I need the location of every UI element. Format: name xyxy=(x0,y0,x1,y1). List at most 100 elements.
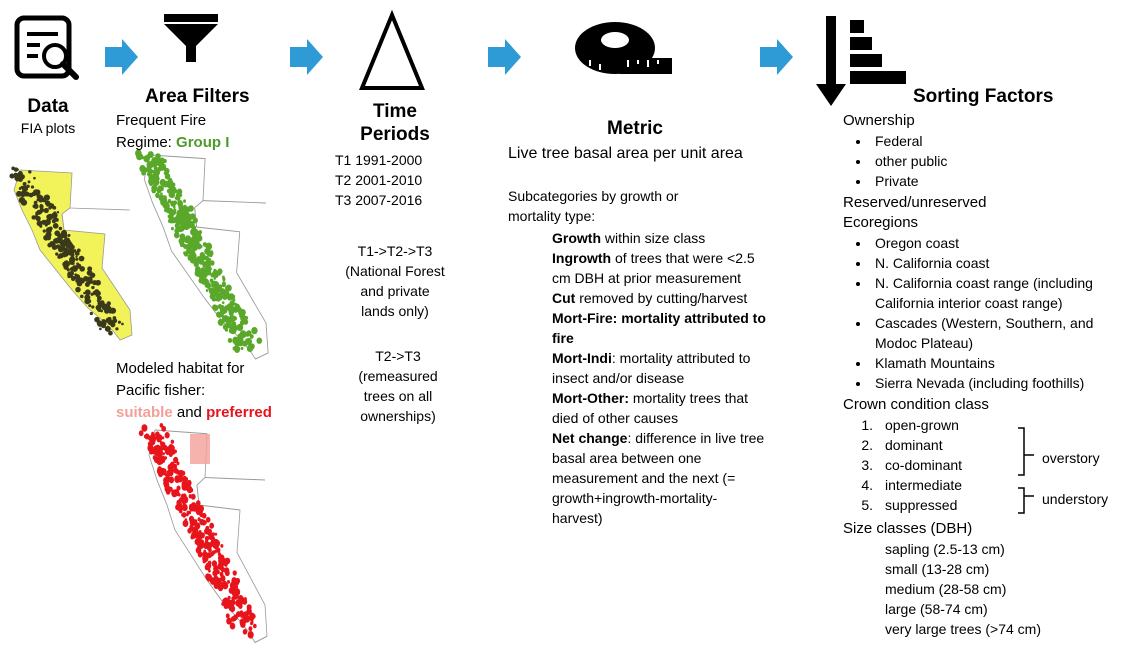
map-spot xyxy=(214,284,220,290)
map-spot xyxy=(241,597,246,602)
map-spot xyxy=(187,256,192,261)
map-spot xyxy=(227,337,233,344)
map-spot xyxy=(222,580,227,587)
map-spot xyxy=(53,238,58,243)
map-spot xyxy=(44,223,48,227)
metric-item: Mort-Fire: mortality attributed to fire xyxy=(552,308,767,348)
map-spot xyxy=(43,207,49,214)
map-spot xyxy=(33,176,36,180)
filters-line: Regime: Group I xyxy=(116,133,229,153)
crown-label: intermediate xyxy=(885,477,963,493)
map-spot xyxy=(22,182,27,187)
map-spot xyxy=(110,322,116,328)
map-spot xyxy=(206,259,211,265)
seq-line: T1->T2->T3 xyxy=(357,243,433,259)
map-spot xyxy=(187,527,192,534)
map-spot xyxy=(92,290,98,296)
map-spot xyxy=(176,188,183,195)
sorting-title: Sorting Factors xyxy=(913,86,1054,107)
map-spot xyxy=(241,613,244,617)
map-spot xyxy=(248,626,253,632)
metric-item: Ingrowth of trees that were <2.5 cm DBH … xyxy=(552,248,767,288)
map-spot xyxy=(56,211,60,214)
metric-term: Ingrowth xyxy=(552,250,612,266)
map-spot xyxy=(170,439,175,444)
map-spot xyxy=(84,289,91,296)
map-spot xyxy=(14,172,17,176)
seq-line: lands only) xyxy=(361,303,429,319)
map-spot xyxy=(54,230,61,237)
crown-row: 4. intermediate xyxy=(843,475,1128,495)
map-spot xyxy=(164,173,171,180)
crown-number: 4. xyxy=(861,477,873,493)
crown-row: 3. co-dominant xyxy=(843,455,1128,475)
map-spot xyxy=(242,628,248,635)
map-spot xyxy=(224,327,229,332)
map-spot xyxy=(164,207,168,213)
map-spot xyxy=(175,475,178,479)
sequence1: T1->T2->T3 (National Forest and private … xyxy=(325,241,465,321)
map-spot xyxy=(57,246,64,253)
map-spot xyxy=(189,249,196,258)
map-spot xyxy=(216,293,223,301)
map-spot xyxy=(195,523,201,530)
map-spot xyxy=(233,578,240,586)
map-spot xyxy=(239,330,247,338)
map-spot xyxy=(217,552,222,557)
map-spot xyxy=(208,287,212,291)
crown-list: 1. open-grown 2. dominant 3. co-dominant 4. int… xyxy=(843,415,1128,515)
factor-item: Cascades (Western, Southern, and Modoc P… xyxy=(871,313,1128,353)
map-spot xyxy=(88,279,94,284)
map-spot xyxy=(65,244,69,249)
factor-list: Oregon coastN. California coastN. Califo… xyxy=(843,233,1128,393)
size-item: small (13-28 cm) xyxy=(885,561,990,577)
map-spot xyxy=(205,573,211,580)
map-spot xyxy=(239,618,246,627)
tape-icon xyxy=(575,22,672,74)
map-spot xyxy=(222,281,226,286)
sort-icon xyxy=(816,16,906,106)
map-spot xyxy=(201,277,208,284)
map-spot xyxy=(173,231,180,239)
factor-item: Klamath Mountains xyxy=(871,353,1128,373)
map-spot xyxy=(95,293,99,297)
map-spot xyxy=(162,201,169,209)
map-spot xyxy=(69,259,73,264)
state-border xyxy=(61,207,131,231)
seq-line: T2->T3 xyxy=(375,348,421,364)
map-spot xyxy=(188,494,193,499)
crown-brackets xyxy=(1018,427,1034,514)
map-spot xyxy=(208,267,212,271)
factor-label: Crown condition class xyxy=(843,396,989,413)
map-spot xyxy=(87,266,93,272)
map-spot xyxy=(229,622,236,630)
period: T1 1991-2000 xyxy=(335,152,423,168)
size-list: sapling (2.5-13 cm) small (13-28 cm) mediu… xyxy=(843,539,1128,639)
map-spot xyxy=(234,302,237,306)
map-spot xyxy=(161,425,167,432)
map-spot xyxy=(173,467,179,474)
metric-text: : mortality attributed to insect and/or … xyxy=(552,350,751,386)
map-spot xyxy=(44,200,51,206)
map-spot xyxy=(115,327,119,331)
metric-text: removed by cutting/harvest xyxy=(579,290,748,306)
map-spot xyxy=(202,271,208,278)
map-spot xyxy=(146,161,153,169)
map-spot xyxy=(224,557,231,565)
factor-item: Oregon coast xyxy=(871,233,1128,253)
map-spot xyxy=(140,155,144,160)
map-spot xyxy=(236,323,244,332)
map-spot xyxy=(80,294,84,299)
map-spot xyxy=(45,227,52,234)
map-spot xyxy=(227,316,232,322)
seq-line: and private xyxy=(360,283,430,299)
regime: Regime: xyxy=(116,134,172,151)
map-spot xyxy=(199,251,205,258)
map-spot xyxy=(169,177,172,181)
crown-label: dominant xyxy=(885,437,943,453)
map-spot xyxy=(55,252,59,256)
map-spot xyxy=(220,567,226,573)
metric-item: Mort-Other: mortality trees that died of… xyxy=(552,388,767,428)
map-spot xyxy=(141,424,148,432)
map-spot xyxy=(38,197,44,203)
